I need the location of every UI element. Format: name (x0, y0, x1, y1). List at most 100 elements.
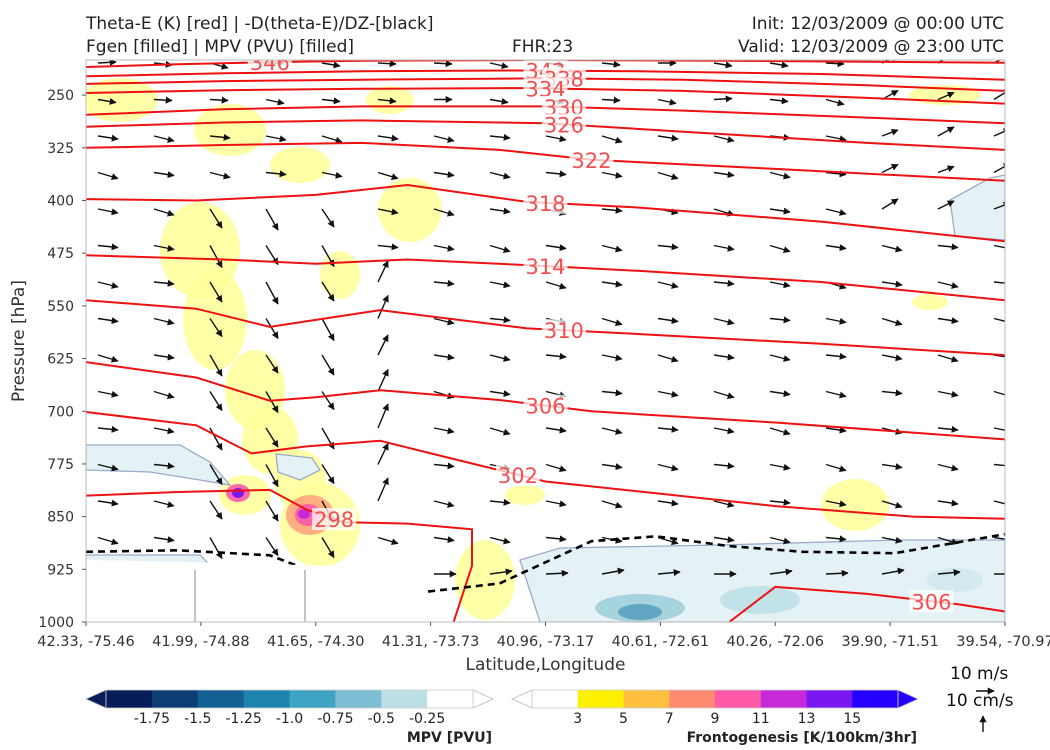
y-tick-label: 250 (47, 88, 74, 104)
wind-vector (825, 463, 847, 473)
theta-e-label-bg (909, 590, 954, 613)
wind-vector (713, 279, 735, 287)
wind-vector (881, 567, 905, 575)
theta-e-label: 302 (498, 464, 538, 488)
mpv-colorbar-tick-label: -1.25 (226, 711, 262, 727)
wind-vector (657, 243, 679, 251)
wind-vector (601, 427, 623, 435)
wind-vector (321, 208, 335, 228)
wind-vector (657, 281, 679, 289)
wind-vector (769, 207, 791, 215)
wind-vector (433, 353, 455, 361)
wind-vector (825, 426, 847, 434)
y-tick-label: 325 (47, 141, 74, 157)
wind-vector (377, 60, 397, 68)
wind-vector (265, 208, 279, 231)
wind-vector (713, 95, 733, 103)
wind-vector (769, 427, 791, 436)
wind-vector (153, 135, 175, 143)
wind-vector (657, 171, 679, 181)
wind-vector (97, 499, 119, 507)
x-tick-label: 42.33, -75.46 (37, 634, 134, 650)
fgen-colorbar-tick-label: 7 (665, 711, 674, 727)
wind-vector (993, 89, 1005, 101)
wind-vector (937, 281, 959, 289)
mpv-colorbar-swatch (197, 690, 245, 708)
wind-vector (769, 498, 791, 506)
wind-vector (713, 244, 735, 252)
wind-vector (825, 500, 847, 508)
wind-vector (993, 390, 1005, 396)
wind-vector (209, 133, 231, 141)
wind-vector (601, 317, 623, 327)
wind-vector (769, 97, 789, 105)
wind-vector (657, 536, 679, 546)
wind-vector (209, 96, 229, 104)
theta-e-label: 322 (571, 149, 611, 173)
wind-vector (601, 60, 621, 68)
mpv-fill-area (927, 568, 983, 592)
colorbars: -1.75 -1.5 -1.25 -1.0 -0.75 -0.5 -0.25 MPV [PVU… (85, 687, 995, 746)
wind-vector (601, 280, 623, 288)
wind-vector (769, 536, 791, 545)
wind-vector (97, 98, 117, 105)
chart-title-line1: Theta-E (K) [red] | -D(theta-E)/DZ-[blac… (86, 14, 434, 34)
theta-e-label: 306 (911, 590, 951, 614)
fgen-fill-area (86, 78, 158, 122)
mpv-colorbar-swatch (427, 690, 474, 708)
wind-vector (937, 425, 959, 433)
wind-vector (657, 98, 677, 106)
wind-vector (489, 171, 511, 180)
wind-vector (153, 244, 175, 252)
y-tick-label: 475 (47, 246, 74, 262)
y-tick-label: 700 (47, 404, 74, 420)
wind-vector (713, 500, 735, 508)
theta-e-label-bg (247, 60, 292, 74)
fgen-fill-area (320, 251, 360, 299)
wind-vector (377, 243, 399, 251)
wind-vector (433, 208, 455, 217)
mpv-colorbar-tick-label: -0.25 (409, 711, 445, 727)
x-tick-label: 40.26, -72.06 (727, 634, 824, 650)
wind-vector (97, 60, 117, 66)
fgen-colorbar-swatch (715, 690, 762, 708)
wind-vector (153, 279, 175, 287)
wind-vector (825, 244, 847, 252)
wind-vector (321, 427, 335, 450)
fgen-colorbar-swatch (806, 690, 853, 708)
fgen-fill-area (378, 178, 442, 242)
init-time: Init: 12/03/2009 @ 00:00 UTC (751, 14, 1004, 34)
theta-e-label: 306 (525, 395, 565, 419)
theta-e-label: 314 (525, 255, 565, 279)
wind-vector (433, 135, 455, 143)
wind-vector (825, 135, 847, 143)
wind-vector (489, 207, 511, 215)
wind-vector (97, 281, 119, 289)
wind-vector (881, 244, 903, 253)
wind-vector (769, 354, 791, 362)
wind-vector (937, 569, 961, 577)
valid-time: Valid: 12/03/2009 @ 23:00 UTC (738, 37, 1004, 57)
wind-vector (153, 536, 175, 544)
stability-zero-line (86, 532, 1005, 596)
mpv-colorbar-tick-label: -1.5 (184, 711, 211, 727)
x-tick-label: 41.65, -74.30 (267, 634, 364, 650)
wind-vector (489, 244, 511, 254)
wind-vector (657, 134, 679, 142)
mpv-colorbar-swatch (381, 690, 428, 708)
wind-vector (489, 568, 513, 576)
mpv-colorbar-extend (472, 689, 494, 709)
wind-vector (209, 391, 223, 412)
wind-vector (601, 96, 621, 104)
wind-vector (937, 390, 959, 398)
terrain-mask (86, 560, 430, 606)
fgen-colorbar-swatch (623, 690, 670, 708)
wind-vector (657, 390, 679, 398)
wind-vector (601, 389, 623, 397)
wind-vector (97, 425, 119, 433)
theta-e-label-bg (312, 508, 357, 531)
wind-vector (713, 61, 733, 69)
x-tick-label: 40.61, -72.61 (612, 634, 709, 650)
wind-vector (657, 463, 679, 472)
